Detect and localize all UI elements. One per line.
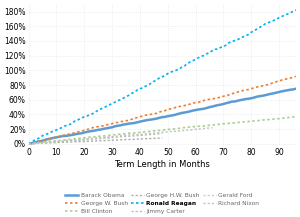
X-axis label: Term Length in Months: Term Length in Months (114, 160, 210, 169)
Legend: Barack Obama, George W. Bush, Bill Clinton, George H.W. Bush, Ronald Reagan, Jim: Barack Obama, George W. Bush, Bill Clint… (63, 191, 261, 216)
